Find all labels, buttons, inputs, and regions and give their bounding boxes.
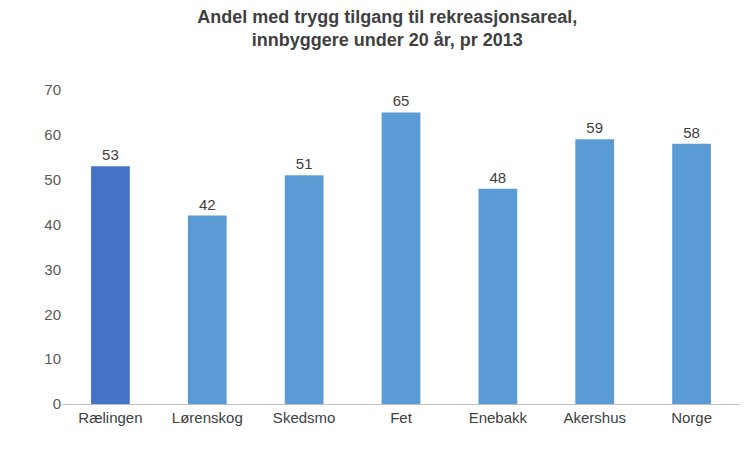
svg-text:Akershus: Akershus <box>563 409 626 426</box>
svg-text:51: 51 <box>296 155 313 172</box>
svg-text:60: 60 <box>44 126 61 143</box>
svg-text:10: 10 <box>44 350 61 367</box>
svg-text:70: 70 <box>44 81 61 98</box>
svg-text:Fet: Fet <box>390 409 413 426</box>
svg-text:Rælingen: Rælingen <box>78 409 142 426</box>
svg-text:65: 65 <box>393 92 410 109</box>
svg-text:40: 40 <box>44 216 61 233</box>
svg-text:48: 48 <box>490 169 507 186</box>
svg-text:0: 0 <box>53 395 61 412</box>
svg-text:20: 20 <box>44 306 61 323</box>
svg-text:42: 42 <box>199 196 216 213</box>
svg-text:Enebakk: Enebakk <box>469 409 528 426</box>
svg-text:Norge: Norge <box>671 409 712 426</box>
svg-text:50: 50 <box>44 171 61 188</box>
svg-text:Lørenskog: Lørenskog <box>172 409 243 426</box>
svg-text:Skedsmo: Skedsmo <box>273 409 336 426</box>
svg-text:53: 53 <box>102 146 119 163</box>
svg-text:Andel med trygg tilgang til re: Andel med trygg tilgang til rekreasjonsa… <box>197 7 577 50</box>
svg-text:58: 58 <box>683 124 700 141</box>
svg-text:30: 30 <box>44 261 61 278</box>
svg-text:59: 59 <box>586 119 603 136</box>
